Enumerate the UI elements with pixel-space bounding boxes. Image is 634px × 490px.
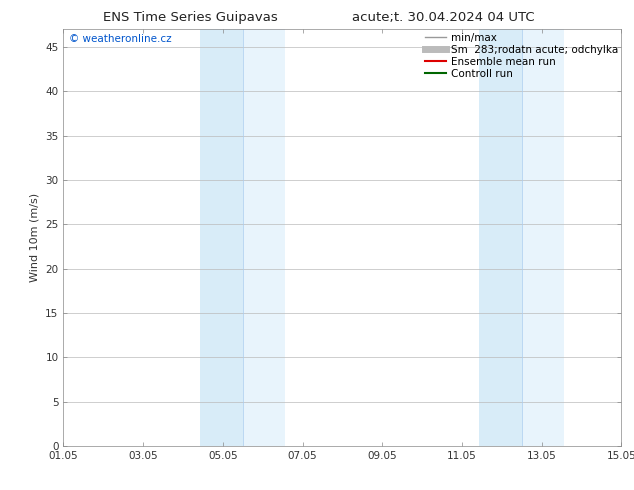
Bar	[522, 29, 564, 446]
Text: ENS Time Series Guipavas: ENS Time Series Guipavas	[103, 11, 278, 24]
Text: © weatheronline.cz: © weatheronline.cz	[69, 34, 172, 44]
Text: acute;t. 30.04.2024 04 UTC: acute;t. 30.04.2024 04 UTC	[353, 11, 535, 24]
Legend: min/max, Sm  283;rodatn acute; odchylka, Ensemble mean run, Controll run: min/max, Sm 283;rodatn acute; odchylka, …	[425, 32, 618, 79]
Bar	[243, 29, 285, 446]
Bar	[200, 29, 243, 446]
Bar	[479, 29, 522, 446]
Y-axis label: Wind 10m (m/s): Wind 10m (m/s)	[30, 193, 40, 282]
